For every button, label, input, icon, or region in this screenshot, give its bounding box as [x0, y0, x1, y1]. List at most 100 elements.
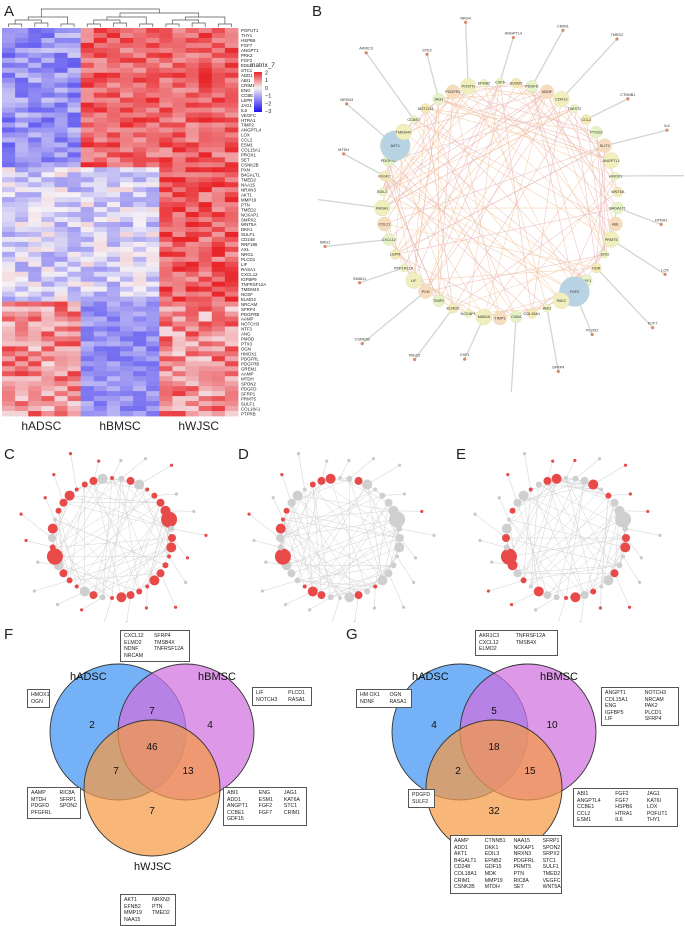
heatmap-cell [185, 62, 200, 69]
mini-network-edge [282, 489, 376, 557]
network-edge [585, 119, 606, 255]
heatmap-cell [198, 401, 213, 407]
heatmap-cell [28, 42, 42, 49]
heatmap-cell [54, 122, 68, 128]
heatmap-cell [67, 107, 82, 113]
network-node [492, 310, 508, 326]
heatmap-cell [15, 266, 29, 273]
heatmap-cell [54, 241, 68, 248]
heatmap-cell [41, 406, 55, 412]
heatmap-cell [133, 226, 147, 233]
network-node-label: WNT5A [611, 190, 625, 194]
heatmap-cell [120, 226, 134, 233]
mini-network-node [81, 481, 88, 488]
heatmap-cell [211, 356, 226, 362]
heatmap-cell [146, 386, 160, 392]
heatmap-cell [185, 177, 200, 183]
mini-network-node [156, 498, 165, 507]
gene-box-item: FGF7 [258, 809, 273, 816]
heatmap-cell [133, 177, 147, 183]
heatmap-cell [172, 187, 186, 193]
mini-network-spoke [70, 453, 78, 490]
heatmap-cell [185, 341, 200, 347]
heatmap-cell [133, 107, 147, 113]
heatmap-cell [80, 67, 95, 74]
heatmap-cell [146, 381, 160, 387]
gene-box-item: ESM1 [258, 796, 273, 803]
mini-network-edge [76, 528, 172, 587]
heatmap-cell [159, 326, 173, 332]
gene-box-item: TMSB4X [515, 639, 537, 646]
heatmap-cell [172, 356, 186, 362]
heatmap-cell [80, 341, 95, 347]
heatmap-cell [211, 341, 226, 347]
heatmap-cell [224, 251, 239, 258]
heatmap-cell [224, 42, 239, 49]
mini-network-node [590, 588, 597, 595]
gene-labels: POFUT1THY1HSPB6FGF7ANGPT1PRK2FGF2EDIL3ST… [241, 28, 266, 416]
heatmap-cell [93, 222, 108, 228]
heatmap-cell [93, 72, 108, 79]
heatmap-cell [159, 172, 173, 178]
heatmap-cell [28, 286, 42, 293]
heatmap-cell [211, 202, 226, 208]
heatmap-cell [185, 127, 200, 133]
heatmap-cell [2, 52, 16, 59]
heatmap-cell [224, 107, 239, 113]
heatmap-cell [146, 222, 160, 228]
gene-box-item: NOTCH3 [256, 696, 278, 703]
heatmap-cell [93, 396, 108, 402]
heatmap-cell [159, 271, 173, 278]
network-edge [413, 119, 562, 302]
network-edge [395, 145, 562, 302]
network-edge [403, 91, 548, 133]
heatmap-cell [224, 256, 239, 263]
heatmap-cell [93, 321, 108, 327]
network-spoke [531, 29, 564, 87]
heatmap-cell [185, 32, 200, 39]
heatmap-cell [211, 107, 226, 113]
heatmap-cell [133, 301, 147, 307]
heatmap-cell [211, 391, 226, 397]
heatmap-cell [67, 62, 82, 69]
heatmap-cell [54, 52, 68, 59]
heatmap-cell [172, 142, 186, 148]
heatmap-cell [41, 67, 55, 74]
mini-network-spoke [262, 580, 298, 592]
mini-network-edge [330, 580, 383, 598]
heatmap-cell [41, 256, 55, 263]
mini-network-spoke [20, 513, 53, 539]
heatmap-cell [15, 222, 29, 228]
mini-network-edge [517, 502, 548, 596]
mini-network-spoke [354, 595, 359, 622]
network-node-outer [345, 102, 349, 106]
heatmap-cell [41, 286, 55, 293]
heatmap-cell [93, 341, 108, 347]
heatmap-cell [120, 411, 134, 417]
heatmap-cell [172, 326, 186, 332]
heatmap-cell [54, 72, 68, 79]
heatmap-cell [41, 112, 55, 118]
venn-label-b: hBMSC [198, 671, 236, 683]
heatmap-cell [146, 92, 160, 99]
heatmap-cell [120, 406, 134, 412]
network-edge [515, 82, 606, 255]
heatmap-cell [2, 132, 16, 138]
gene-box-item: CXCL12 [124, 633, 144, 639]
gene-box-item: NRXN3 [513, 851, 532, 858]
heatmap-cell [172, 306, 186, 312]
heatmap-cell [93, 406, 108, 412]
heatmap-cell [185, 147, 200, 153]
gene-label: WNT5A [241, 222, 256, 227]
heatmap-cell [211, 117, 226, 123]
heatmap-cell [133, 32, 147, 39]
mini-network-node-outer [573, 458, 577, 463]
heatmap-cell [211, 37, 226, 44]
heatmap-cell [28, 401, 42, 407]
gene-label: AAMP [241, 317, 254, 322]
heatmap-cell [211, 336, 226, 342]
heatmap-cell [159, 152, 173, 158]
heatmap-cell [172, 192, 186, 198]
heatmap-cell [15, 177, 29, 183]
heatmap-cell [106, 97, 121, 104]
